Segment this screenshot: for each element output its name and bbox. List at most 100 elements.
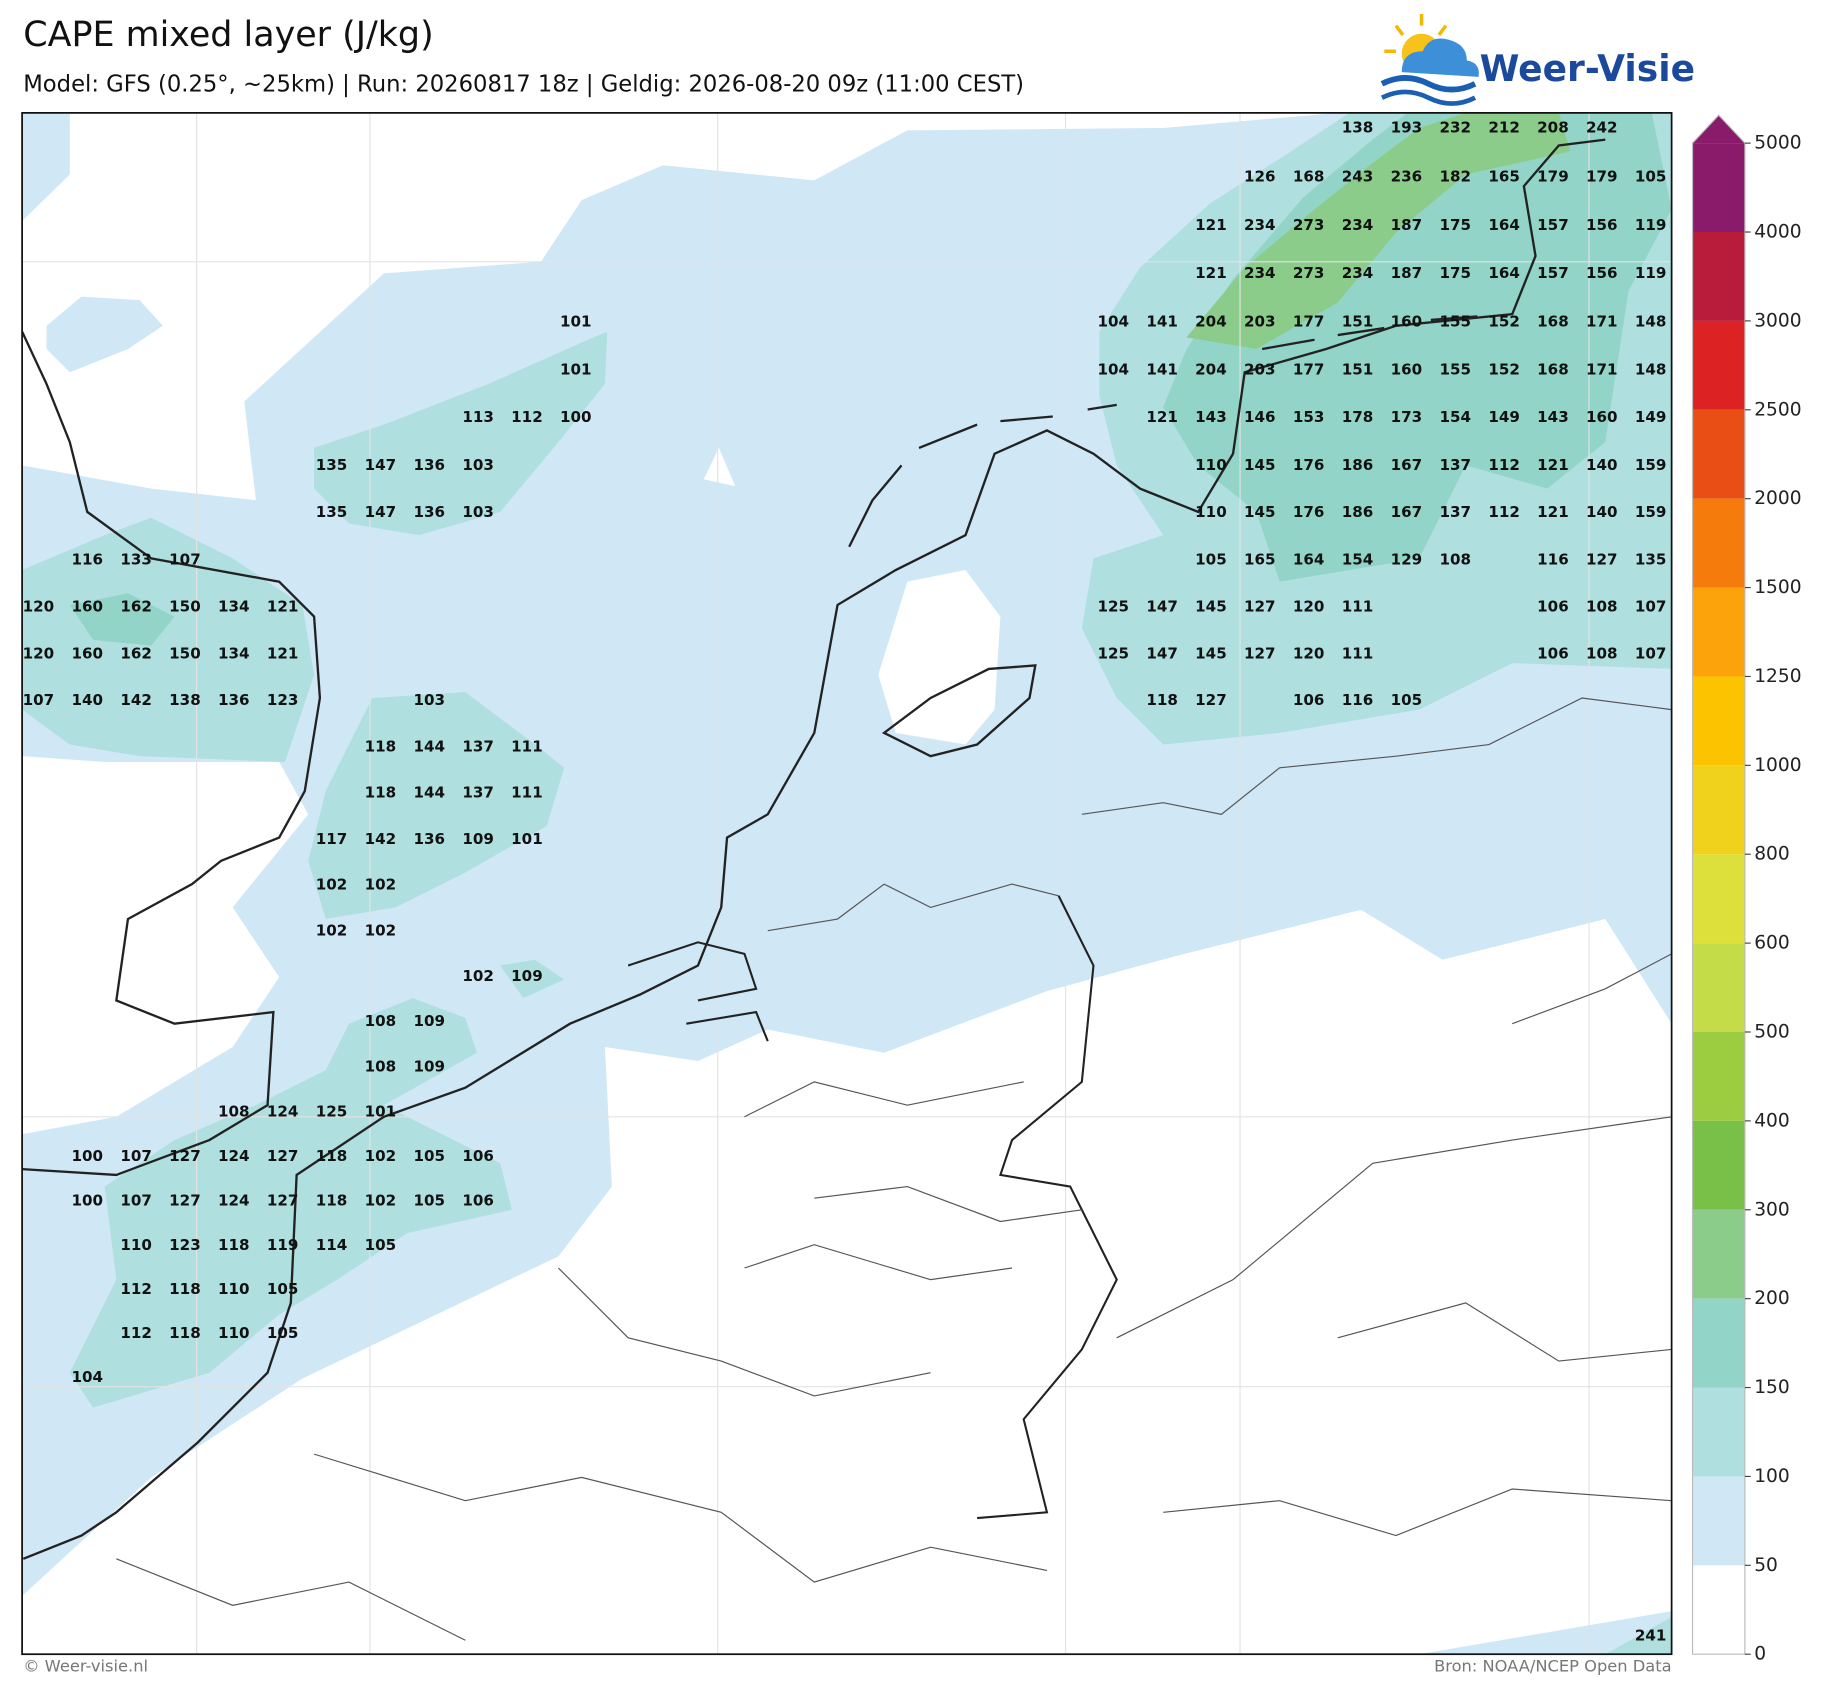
value-label: 125 xyxy=(1097,597,1129,615)
value-label: 118 xyxy=(365,737,397,755)
colorbar: 0 50 100 150 200 300 400 500 600 800 1000 1250 1500 2… xyxy=(1691,114,1802,1665)
coastlines xyxy=(22,138,1672,1641)
value-label: 148 xyxy=(1635,360,1667,378)
colorbar-band xyxy=(1692,854,1745,944)
value-label: 159 xyxy=(1635,503,1667,521)
value-label: 120 xyxy=(1293,644,1325,662)
value-label: 154 xyxy=(1342,550,1374,568)
value-label: 150 xyxy=(169,644,201,662)
value-label: 107 xyxy=(23,691,55,709)
value-label: 159 xyxy=(1635,456,1667,474)
value-label: 109 xyxy=(413,1057,445,1075)
value-label: 117 xyxy=(316,830,348,848)
value-label: 119 xyxy=(1635,216,1667,234)
colorbar-tick-label: 500 xyxy=(1754,1021,1790,1042)
value-label: 167 xyxy=(1391,503,1423,521)
value-label: 236 xyxy=(1391,167,1423,185)
value-label: 160 xyxy=(71,597,103,615)
value-label: 168 xyxy=(1537,360,1569,378)
colorbar-band xyxy=(1692,587,1745,677)
value-label: 116 xyxy=(71,550,103,568)
value-label: 165 xyxy=(1488,167,1520,185)
footer-left: © Weer-visie.nl xyxy=(23,1657,148,1676)
value-label: 118 xyxy=(1146,691,1178,709)
value-label: 101 xyxy=(560,312,592,330)
value-label: 127 xyxy=(1195,691,1227,709)
value-label: 112 xyxy=(511,408,543,426)
value-label: 178 xyxy=(1342,408,1374,426)
value-label: 105 xyxy=(267,1324,299,1342)
colorbar-tick-label: 50 xyxy=(1754,1555,1778,1576)
value-label: 153 xyxy=(1293,408,1325,426)
colorbar-tick-label: 400 xyxy=(1754,1110,1790,1131)
value-label: 137 xyxy=(1439,503,1471,521)
value-label: 149 xyxy=(1635,408,1667,426)
colorbar-band xyxy=(1692,409,1745,499)
value-label: 101 xyxy=(511,830,543,848)
value-label: 273 xyxy=(1293,216,1325,234)
value-label: 144 xyxy=(413,784,445,802)
colorbar-band xyxy=(1692,232,1745,321)
colorbar-band xyxy=(1692,1209,1745,1299)
colorbar-tick-label: 1500 xyxy=(1754,577,1801,598)
value-label: 160 xyxy=(1586,408,1618,426)
value-label: 152 xyxy=(1488,312,1520,330)
value-label: 107 xyxy=(169,550,201,568)
value-label: 119 xyxy=(1635,264,1667,282)
value-label: 124 xyxy=(267,1102,299,1120)
value-label: 102 xyxy=(365,921,397,939)
value-label: 164 xyxy=(1488,264,1520,282)
value-label: 121 xyxy=(1146,408,1178,426)
value-label: 134 xyxy=(218,644,250,662)
logo-icon xyxy=(1380,13,1479,106)
value-label: 102 xyxy=(365,1147,397,1165)
value-label: 156 xyxy=(1586,264,1618,282)
value-label: 127 xyxy=(1244,644,1276,662)
value-label: 175 xyxy=(1439,216,1471,234)
value-label: 105 xyxy=(1391,691,1423,709)
value-label: 157 xyxy=(1537,216,1569,234)
value-label: 120 xyxy=(1293,597,1325,615)
title: CAPE mixed layer (J/kg) xyxy=(23,15,433,55)
value-label: 103 xyxy=(413,691,445,709)
value-label: 121 xyxy=(267,597,299,615)
value-label: 106 xyxy=(1537,644,1569,662)
graticule xyxy=(22,112,1672,1655)
value-label: 168 xyxy=(1293,167,1325,185)
map-frame xyxy=(21,112,1673,1656)
value-label: 160 xyxy=(1391,360,1423,378)
value-label: 151 xyxy=(1342,360,1374,378)
value-label: 143 xyxy=(1537,408,1569,426)
value-label: 234 xyxy=(1244,264,1276,282)
value-label: 118 xyxy=(365,784,397,802)
value-label: 204 xyxy=(1195,360,1227,378)
value-label: 145 xyxy=(1244,503,1276,521)
value-label: 154 xyxy=(1439,408,1471,426)
colorbar-tick-label: 2000 xyxy=(1754,488,1801,509)
value-label: 110 xyxy=(120,1236,152,1254)
value-label: 136 xyxy=(413,503,445,521)
value-label: 127 xyxy=(1586,550,1618,568)
value-label: 104 xyxy=(1097,312,1129,330)
value-label: 111 xyxy=(511,784,543,802)
value-label: 110 xyxy=(1195,503,1227,521)
value-label: 121 xyxy=(1537,456,1569,474)
value-label: 107 xyxy=(1635,597,1667,615)
value-labels: 138 193 232 212 208 242 126 168 243 236 182 165 179 1… xyxy=(23,119,1667,1645)
value-label: 187 xyxy=(1391,264,1423,282)
value-label: 241 xyxy=(1635,1627,1667,1645)
value-label: 133 xyxy=(120,550,152,568)
value-label: 165 xyxy=(1244,550,1276,568)
value-label: 121 xyxy=(1537,503,1569,521)
value-label: 140 xyxy=(1586,456,1618,474)
colorbar-band xyxy=(1692,1298,1745,1388)
value-label: 182 xyxy=(1439,167,1471,185)
value-label: 141 xyxy=(1146,312,1178,330)
value-label: 127 xyxy=(169,1192,201,1210)
colorbar-tick-label: 2500 xyxy=(1754,399,1801,420)
value-label: 140 xyxy=(71,691,103,709)
value-label: 138 xyxy=(1342,119,1374,137)
value-label: 150 xyxy=(169,597,201,615)
value-label: 136 xyxy=(218,691,250,709)
value-label: 147 xyxy=(365,456,397,474)
